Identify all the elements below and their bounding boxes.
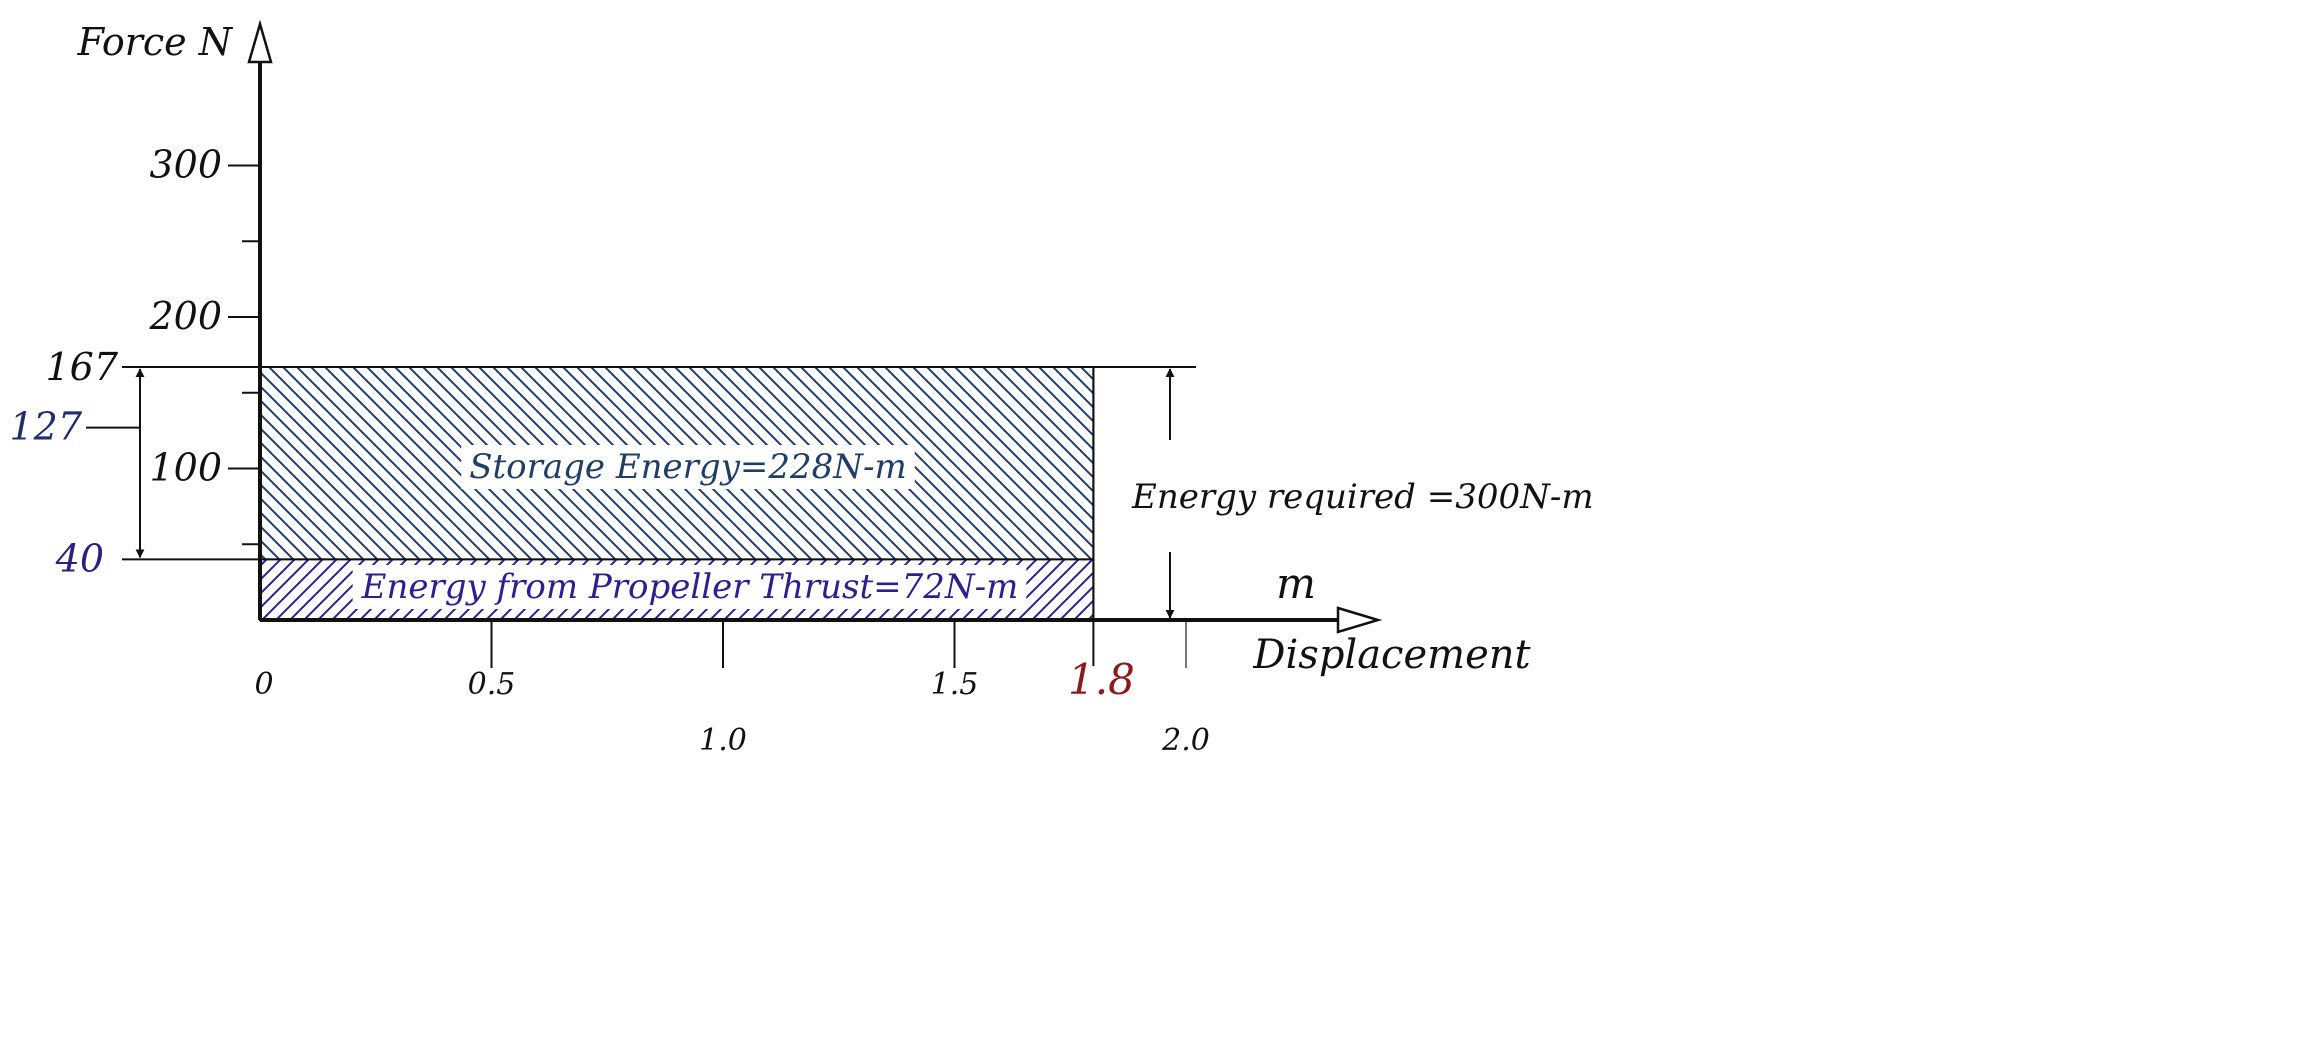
propeller-label-background xyxy=(352,565,1027,609)
y-axis-title: Force N xyxy=(77,20,234,64)
storage-energy-label: Storage Energy=228N-m xyxy=(469,447,907,487)
axis-ticks: 100 200 300 0 0.5 1.0 1.5 2.0 xyxy=(148,143,1209,759)
x-end-label: 1.8 xyxy=(1068,655,1135,704)
y-mid-label: 127 xyxy=(9,405,82,449)
y-top-label: 167 xyxy=(45,345,118,389)
energy-required-label: Energy required =300N-m xyxy=(1131,477,1594,517)
x-tick-label-0: 0 xyxy=(254,667,273,702)
dimension-annotations: 1.8 Energy required =300N-m 167 127 40 xyxy=(9,345,1593,704)
x-axis-title: Displacement xyxy=(1252,632,1531,678)
x-axis-arrowhead-icon xyxy=(1336,606,1383,634)
x-tick-label-2.0: 2.0 xyxy=(1161,723,1210,758)
x-tick-label-1.0: 1.0 xyxy=(699,723,747,758)
y-axis-arrowhead-icon xyxy=(247,19,273,64)
x-tick-label-1.5: 1.5 xyxy=(931,667,979,702)
y-tick-label-300: 300 xyxy=(149,143,222,187)
storage-label-background xyxy=(461,445,915,489)
y-tick-label-100: 100 xyxy=(149,446,222,490)
propeller-energy-label: Energy from Propeller Thrust=72N-m xyxy=(361,567,1019,607)
x-axis-unit: m xyxy=(1276,559,1316,608)
y-base-label: 40 xyxy=(55,536,104,580)
x-tick-label-0.5: 0.5 xyxy=(468,667,516,702)
y-tick-label-200: 200 xyxy=(148,294,222,338)
